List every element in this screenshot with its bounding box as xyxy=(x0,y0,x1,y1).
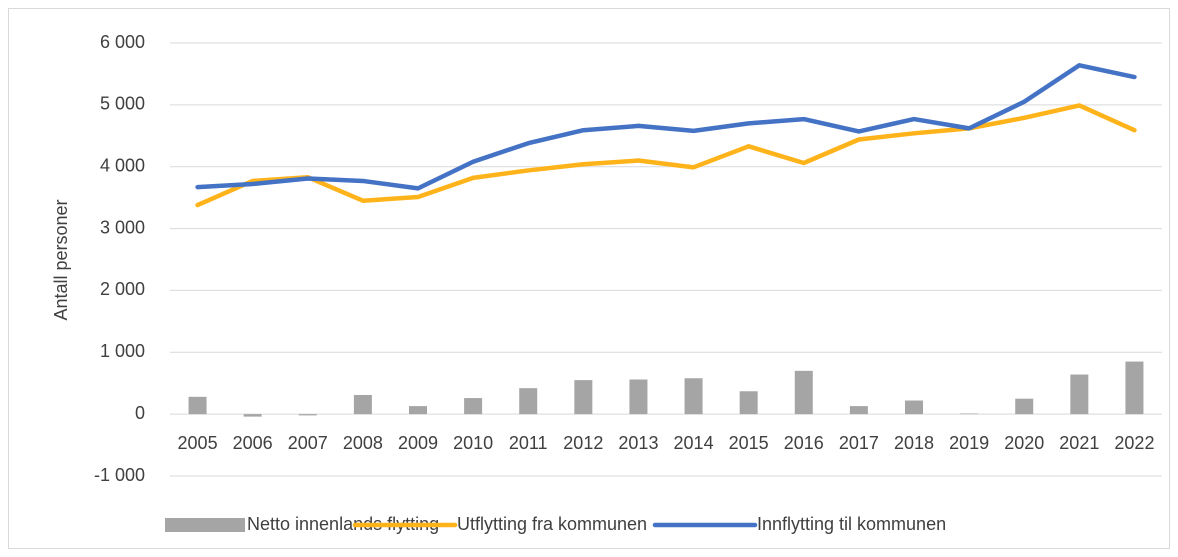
bar xyxy=(353,394,372,415)
bar xyxy=(960,413,979,415)
x-tick-label: 2016 xyxy=(784,433,824,453)
bar xyxy=(1070,374,1089,415)
bar xyxy=(409,406,427,415)
y-tick-label: 6 000 xyxy=(100,32,145,52)
bar xyxy=(849,406,868,415)
y-tick-label: 2 000 xyxy=(100,279,145,299)
x-tick-label: 2013 xyxy=(618,433,658,453)
legend-label: Netto innenlands flytting xyxy=(247,514,439,534)
bar xyxy=(684,378,703,415)
y-tick-label: 3 000 xyxy=(100,217,145,237)
bar xyxy=(574,380,593,415)
x-tick-label: 2014 xyxy=(674,433,714,453)
bar xyxy=(739,391,758,415)
y-tick-label: 0 xyxy=(135,403,145,423)
legend-swatch xyxy=(165,518,245,532)
bar xyxy=(794,370,813,415)
x-tick-label: 2015 xyxy=(729,433,769,453)
x-tick-label: 2018 xyxy=(894,433,934,453)
line xyxy=(195,103,1137,208)
x-tick-label: 2017 xyxy=(839,433,879,453)
bar xyxy=(243,414,262,417)
bar xyxy=(629,379,648,415)
x-tick-label: 2011 xyxy=(509,433,548,453)
bar xyxy=(188,396,207,415)
x-tick-label: 2010 xyxy=(453,433,493,453)
y-tick-label: -1 000 xyxy=(94,465,145,485)
x-tick-label: 2019 xyxy=(949,433,989,453)
line xyxy=(195,63,1137,191)
y-axis-title: Antall personer xyxy=(51,199,71,320)
x-tick-label: 2021 xyxy=(1059,433,1099,453)
x-tick-label: 2020 xyxy=(1004,433,1044,453)
bar xyxy=(1125,361,1144,415)
y-tick-label: 4 000 xyxy=(100,155,145,175)
x-tick-label: 2012 xyxy=(563,433,603,453)
bar xyxy=(464,398,483,415)
y-tick-label: 1 000 xyxy=(100,341,145,361)
x-tick-label: 2006 xyxy=(233,433,273,453)
bar xyxy=(1015,398,1034,415)
legend-label: Innflytting til kommunen xyxy=(757,514,946,534)
y-tick-label: 5 000 xyxy=(100,94,145,114)
bar xyxy=(905,400,923,415)
x-tick-label: 2007 xyxy=(288,433,328,453)
x-tick-label: 2005 xyxy=(178,433,218,453)
x-tick-label: 2022 xyxy=(1114,433,1154,453)
bar xyxy=(298,414,317,416)
x-tick-label: 2009 xyxy=(398,433,438,453)
legend-label: Utflytting fra kommunen xyxy=(457,514,647,534)
x-tick-label: 2008 xyxy=(343,433,383,453)
bar xyxy=(519,388,538,415)
chart-border xyxy=(8,8,1170,549)
